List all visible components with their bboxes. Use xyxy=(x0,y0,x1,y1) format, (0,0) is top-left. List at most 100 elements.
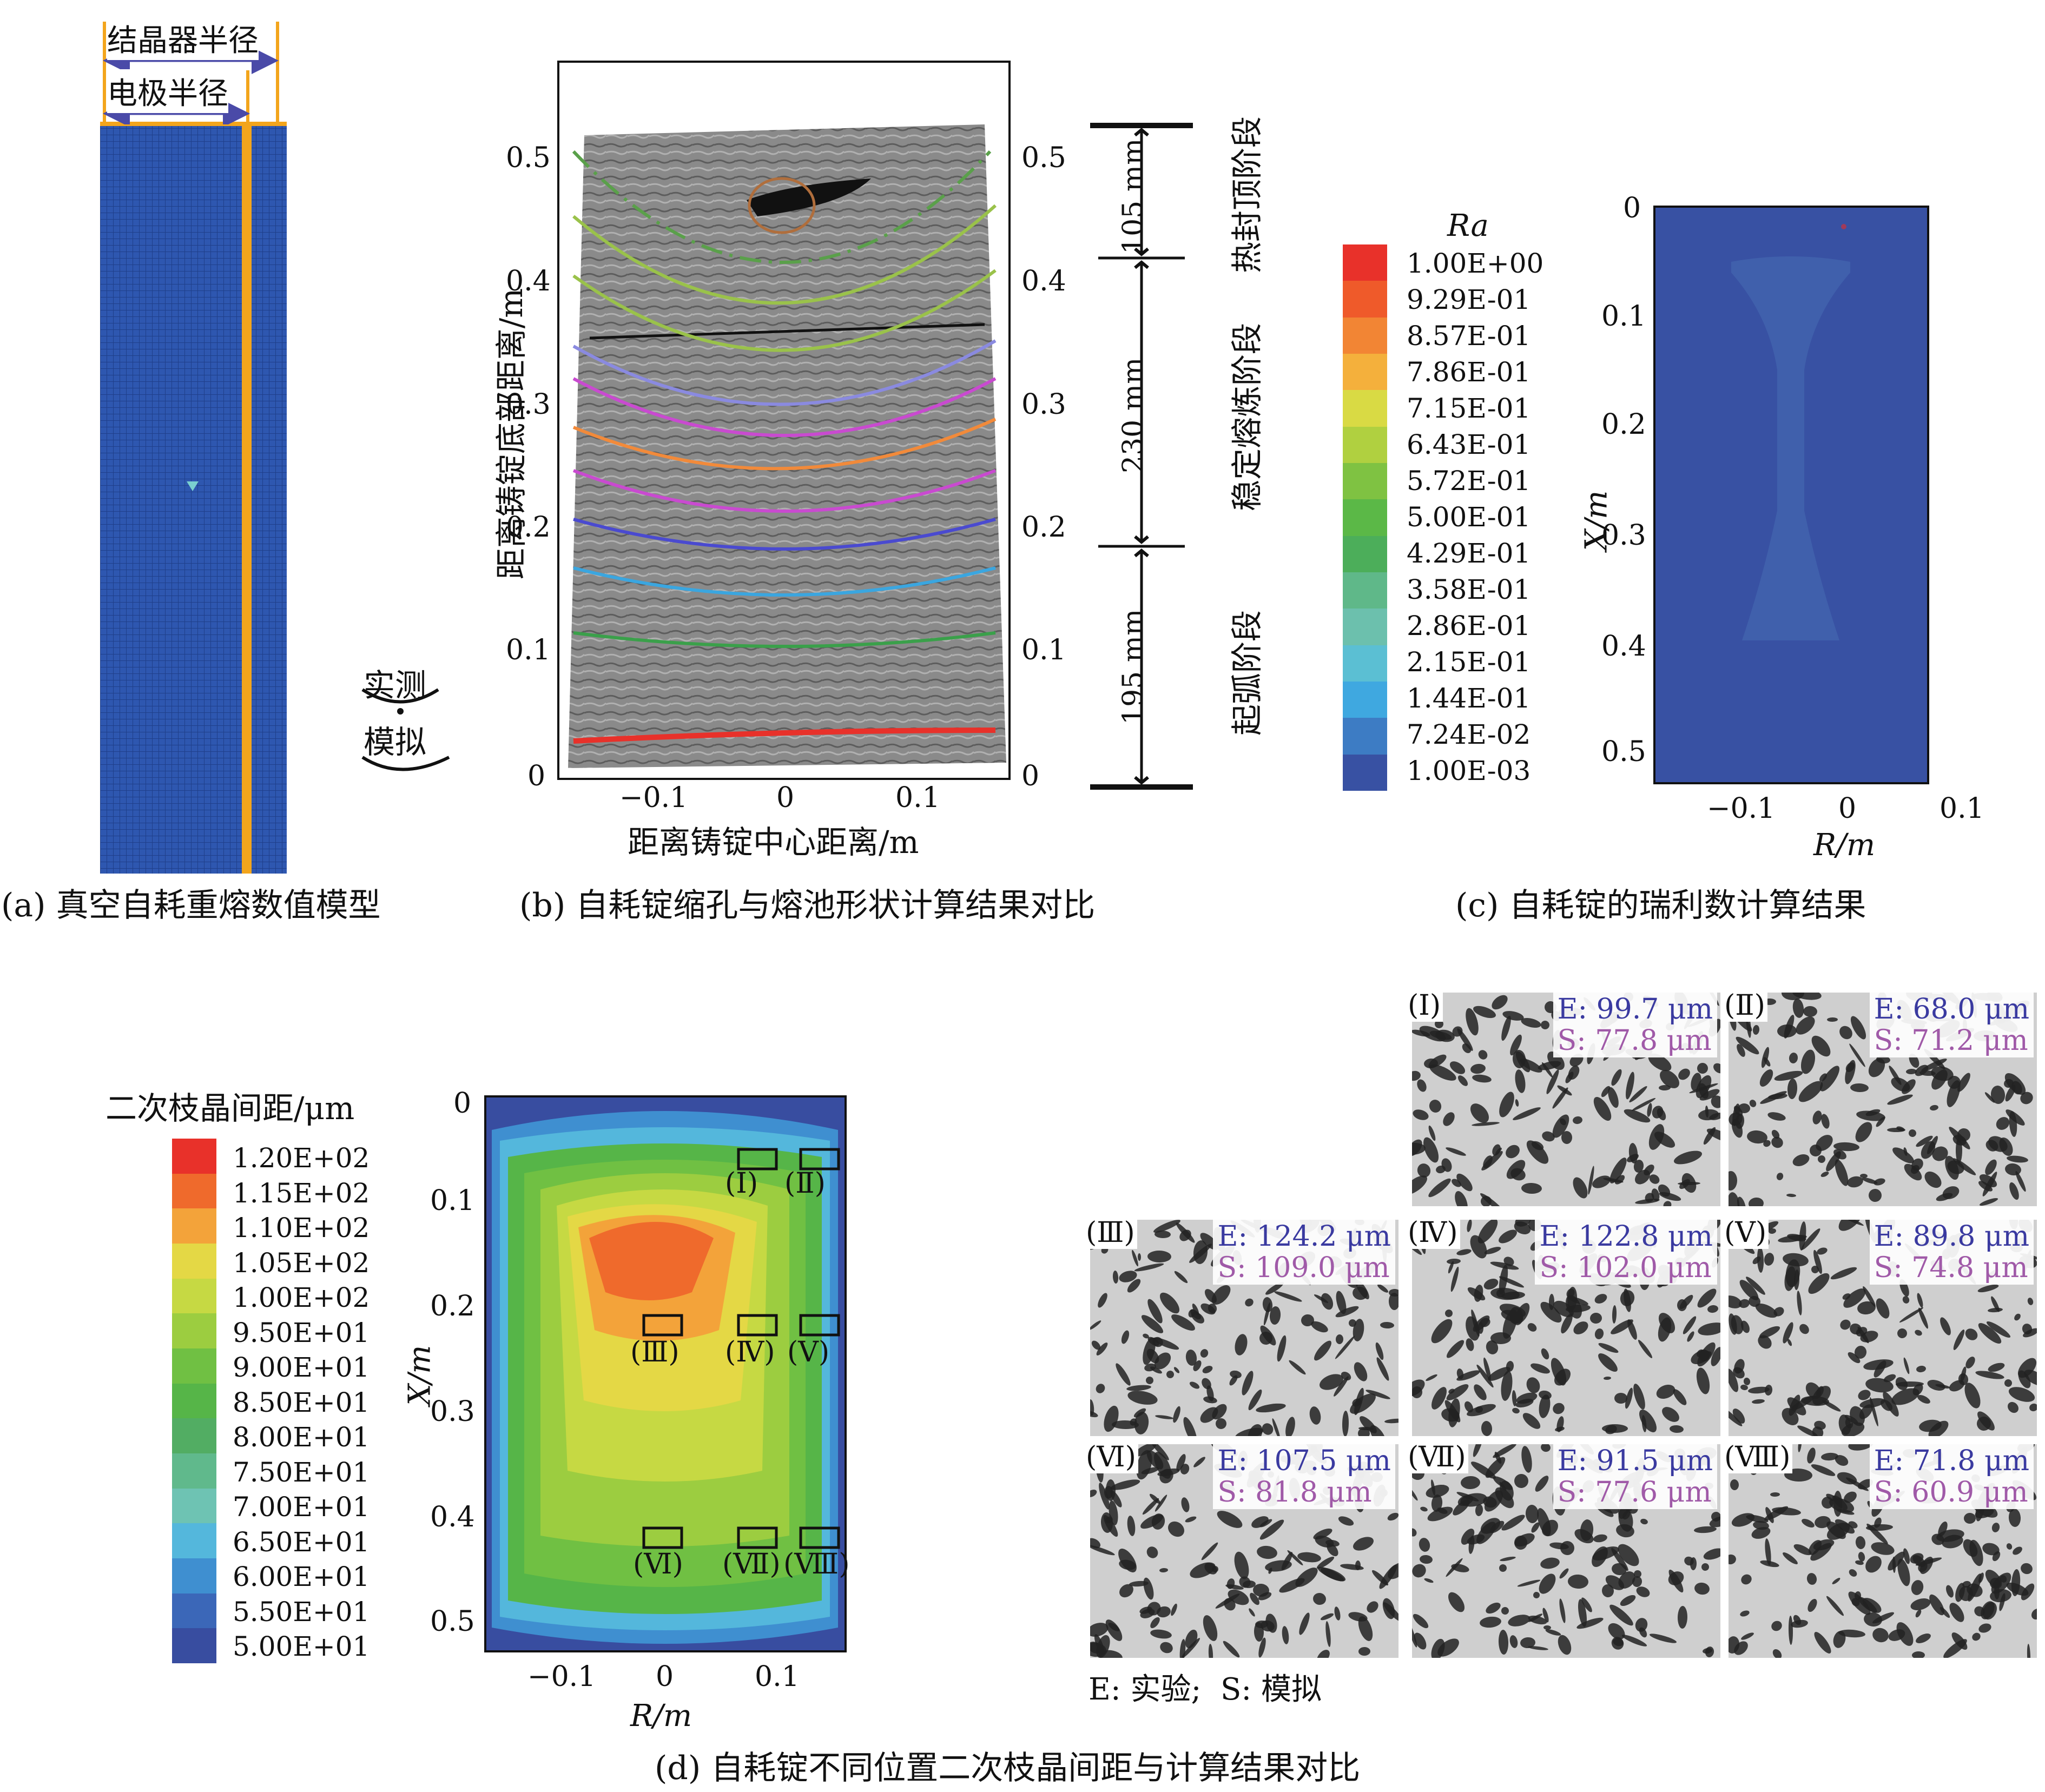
legend-swatch xyxy=(1343,281,1387,318)
region-label-3: (Ⅲ) xyxy=(630,1336,680,1368)
caption-d: (d) 自耗锭不同位置二次枝晶间距与计算结果对比 xyxy=(655,1749,1361,1787)
legend-label: 1.20E+02 xyxy=(233,1142,370,1174)
micrograph: E: 124.2 μm S: 109.0 μm xyxy=(1090,1220,1398,1436)
region-boxes xyxy=(642,1148,840,1549)
legend-label: 1.10E+02 xyxy=(233,1212,370,1244)
micrograph-values: E: 89.8 μm S: 74.8 μm xyxy=(1869,1220,2034,1285)
simulated-value: S: 71.2 μm xyxy=(1874,1024,2028,1057)
micrograph-values: E: 107.5 μm S: 81.8 μm xyxy=(1213,1444,1395,1509)
legend-swatch xyxy=(172,1523,216,1559)
ytick: 0.3 xyxy=(506,388,551,421)
region-label-2: (Ⅱ) xyxy=(784,1167,826,1200)
legend-label: 7.24E-02 xyxy=(1407,719,1531,750)
ytick: 0.3 xyxy=(1601,519,1646,552)
xlabel-b: 距离铸锭中心距离/m xyxy=(628,824,919,861)
simulated-value: S: 60.9 μm xyxy=(1874,1476,2028,1509)
ytick: 0.1 xyxy=(1021,634,1066,666)
legend-label: 5.00E+01 xyxy=(233,1631,370,1662)
caption-b: (b) 自耗锭缩孔与熔池形状计算结果对比 xyxy=(519,887,1096,924)
legend-label: 8.57E-01 xyxy=(1407,320,1531,352)
simulated-value: S: 102.0 μm xyxy=(1539,1252,1712,1284)
legend-label: 6.50E+01 xyxy=(233,1526,370,1558)
legend-swatch xyxy=(172,1348,216,1384)
legend-swatch xyxy=(1343,499,1387,536)
ytick: 0.2 xyxy=(506,511,551,544)
legend-label: 6.00E+01 xyxy=(233,1561,370,1592)
ytick: 0.5 xyxy=(430,1605,475,1638)
legend-swatch xyxy=(1343,572,1387,609)
legend-label: 7.15E-01 xyxy=(1407,393,1531,424)
legend-swatch xyxy=(1343,317,1387,354)
micrograph: E: 107.5 μm S: 81.8 μm xyxy=(1090,1444,1398,1658)
xtick: 0 xyxy=(1838,792,1857,825)
micrograph-values: E: 122.8 μm S: 102.0 μm xyxy=(1535,1220,1717,1285)
legend-swatch xyxy=(1343,244,1387,281)
ytick: 0.5 xyxy=(506,142,551,174)
experimental-value: E: 91.5 μm xyxy=(1557,1445,1713,1477)
legend-label: 9.29E-01 xyxy=(1407,284,1531,315)
micrograph-id: (Ⅲ) xyxy=(1084,1216,1137,1249)
experimental-value: E: 122.8 μm xyxy=(1539,1220,1713,1253)
electrode-right-line xyxy=(246,70,249,124)
ylabel-c: X/m xyxy=(1579,490,1614,551)
legend-swatch xyxy=(1343,426,1387,463)
legend-label: 1.44E-01 xyxy=(1407,683,1531,714)
ytick: 0.4 xyxy=(430,1501,475,1533)
legend-swatch xyxy=(1343,681,1387,718)
legend-swatch xyxy=(172,1383,216,1419)
legend-label: 2.86E-01 xyxy=(1407,610,1531,642)
simulated-value: S: 77.8 μm xyxy=(1557,1024,1712,1057)
ytick: 0.3 xyxy=(1021,388,1066,421)
radius-arrows xyxy=(103,47,279,124)
ytick: 0.1 xyxy=(506,634,551,666)
legend-simulated-label: 模拟 xyxy=(364,724,427,761)
mesh-model xyxy=(100,122,287,874)
micrograph: E: 68.0 μm S: 71.2 μm xyxy=(1729,993,2037,1206)
experimental-value: E: 124.2 μm xyxy=(1217,1220,1391,1253)
region-label-5: (Ⅴ) xyxy=(787,1336,830,1368)
legend-swatch xyxy=(172,1453,216,1489)
ytick: 0 xyxy=(453,1087,472,1120)
legend-swatch xyxy=(1343,609,1387,645)
legend-label: 8.50E+01 xyxy=(233,1386,370,1418)
stage-name-2: 稳定熔炼阶段 xyxy=(1229,322,1265,511)
legend-label: 9.00E+01 xyxy=(233,1352,370,1383)
electrode-radius-label: 电极半径 xyxy=(107,69,228,113)
xtick: −0.1 xyxy=(619,782,688,814)
caption-c: (c) 自耗锭的瑞利数计算结果 xyxy=(1455,887,1866,924)
region-label-1: (Ⅰ) xyxy=(725,1167,758,1200)
legend-swatch xyxy=(172,1173,216,1209)
ytick: 0.3 xyxy=(430,1396,475,1428)
legend-swatch xyxy=(172,1628,216,1664)
micrograph: E: 89.8 μm S: 74.8 μm xyxy=(1729,1220,2037,1436)
legend-label: 5.72E-01 xyxy=(1407,465,1531,497)
legend-label: 1.05E+02 xyxy=(233,1247,370,1279)
legend-label: 8.00E+01 xyxy=(233,1421,370,1453)
ytick: 0.5 xyxy=(1021,142,1066,174)
legend-swatch xyxy=(172,1488,216,1524)
xlabel-c: R/m xyxy=(1813,828,1876,863)
xtick: 0 xyxy=(656,1661,674,1693)
legend-swatch xyxy=(1343,718,1387,755)
legend-title-c: Ra xyxy=(1447,208,1489,243)
simulated-value: S: 77.6 μm xyxy=(1557,1476,1712,1509)
micrograph-values: E: 68.0 μm S: 71.2 μm xyxy=(1869,993,2034,1057)
region-label-6: (Ⅵ) xyxy=(633,1548,683,1581)
simulated-value: S: 81.8 μm xyxy=(1217,1476,1372,1509)
micrograph-id: (Ⅷ) xyxy=(1722,1441,1793,1473)
xlabel-d: R/m xyxy=(630,1698,692,1734)
stage-name-3: 起弧阶段 xyxy=(1229,610,1265,736)
ytick: 0.5 xyxy=(1601,736,1646,768)
micrograph-values: E: 124.2 μm S: 109.0 μm xyxy=(1213,1220,1395,1285)
ytick: 0 xyxy=(1021,760,1040,792)
legend-label: 5.00E-01 xyxy=(1407,501,1531,533)
micrograph: E: 71.8 μm S: 60.9 μm xyxy=(1729,1444,2037,1658)
stage-length-3: 195 mm xyxy=(1117,609,1150,725)
ytick: 0.1 xyxy=(1601,300,1646,333)
stage-length-1: 105 mm xyxy=(1117,138,1150,254)
stage-name-1: 热封顶阶段 xyxy=(1229,116,1265,273)
xtick: 0.1 xyxy=(755,1661,800,1693)
ytick: 0.2 xyxy=(1601,408,1646,441)
micrograph-values: E: 99.7 μm S: 77.8 μm xyxy=(1553,993,1717,1057)
legend-swatch xyxy=(1343,754,1387,791)
